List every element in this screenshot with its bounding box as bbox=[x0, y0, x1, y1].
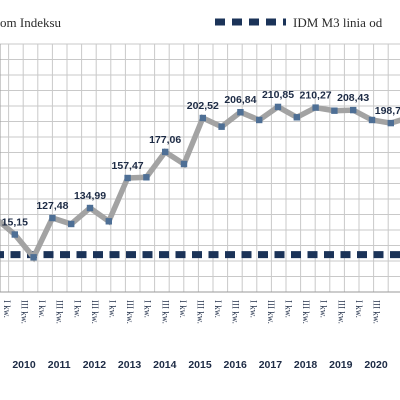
index-point bbox=[199, 114, 206, 122]
index-point bbox=[49, 214, 56, 222]
x-quarter-label: I kw. bbox=[319, 300, 329, 318]
x-year-label: 2018 bbox=[294, 359, 318, 371]
index-point bbox=[237, 109, 244, 116]
x-year-label: 2016 bbox=[224, 359, 248, 371]
x-year-label: 2013 bbox=[118, 359, 142, 371]
data-label: 208,43 bbox=[337, 92, 369, 104]
x-year-label: 2015 bbox=[188, 359, 212, 371]
x-year-label: 2014 bbox=[153, 359, 177, 371]
x-year-label: 2020 bbox=[364, 359, 388, 371]
x-year-label: 2012 bbox=[83, 359, 107, 371]
x-quarter-label: III kw. bbox=[160, 300, 170, 324]
data-label: 134,99 bbox=[74, 190, 106, 202]
data-label: 157,47 bbox=[112, 160, 144, 172]
index-point bbox=[124, 174, 131, 182]
index-point bbox=[105, 218, 112, 225]
data-label: 210,27 bbox=[300, 90, 332, 102]
x-quarter-label: I kw. bbox=[178, 300, 188, 318]
data-label: 127,48 bbox=[36, 200, 68, 212]
x-quarter-label: III kw. bbox=[301, 300, 311, 324]
x-year-label: 2017 bbox=[259, 359, 283, 371]
x-quarter-label: I kw. bbox=[284, 300, 294, 318]
x-year-label: 2010 bbox=[12, 359, 36, 371]
index-point bbox=[387, 119, 394, 127]
x-quarter-label: I kw. bbox=[108, 300, 118, 318]
x-quarter-label: III kw. bbox=[55, 300, 65, 324]
x-quarter-label: III kw. bbox=[20, 300, 30, 324]
index-point bbox=[368, 116, 376, 124]
index-point bbox=[350, 106, 357, 114]
data-label: 177,06 bbox=[149, 134, 181, 146]
x-quarter-label: III kw. bbox=[372, 300, 382, 324]
data-label: 206,84 bbox=[224, 94, 256, 106]
x-quarter-label: III kw. bbox=[336, 300, 346, 324]
index-point bbox=[11, 231, 18, 238]
x-quarter-label: III kw. bbox=[125, 300, 135, 324]
index-point bbox=[86, 204, 94, 212]
index-point bbox=[68, 220, 75, 228]
x-quarter-label: I kw. bbox=[354, 300, 364, 318]
data-labels: 15,15 127,48 134,99 157,47 177,06 202,52 206,8… bbox=[2, 89, 400, 229]
index-point bbox=[331, 107, 338, 114]
data-label: 15,15 bbox=[2, 216, 28, 228]
legend-label-index: om Indeksu bbox=[0, 15, 62, 30]
index-point bbox=[143, 174, 150, 181]
x-quarter-label: III kw. bbox=[266, 300, 276, 324]
index-point bbox=[293, 114, 300, 121]
x-quarter-label: I kw. bbox=[2, 300, 12, 318]
x-year-label: 2019 bbox=[329, 359, 353, 371]
index-point bbox=[218, 123, 225, 130]
index-point bbox=[30, 254, 37, 261]
index-line bbox=[0, 103, 400, 263]
x-quarter-label: I kw. bbox=[72, 300, 82, 318]
x-quarter-label: III kw. bbox=[90, 300, 100, 324]
x-quarter-label: III kw. bbox=[231, 300, 241, 324]
data-label: 202,52 bbox=[187, 100, 219, 112]
x-year-label: 2011 bbox=[48, 359, 71, 371]
x-quarter-label: I kw. bbox=[37, 300, 47, 318]
x-quarter-label: III kw. bbox=[196, 300, 206, 324]
x-quarter-label: I kw. bbox=[248, 300, 258, 318]
x-quarter-label: I kw. bbox=[143, 300, 153, 318]
x-axis: I kw. III kw. I kw. III kw. I kw. III kw. I kw… bbox=[2, 300, 388, 371]
x-quarter-label: I kw. bbox=[213, 300, 223, 318]
legend-label-idm: IDM M3 linia od bbox=[293, 15, 383, 30]
data-label: 210,85 bbox=[262, 89, 294, 101]
index-point bbox=[274, 103, 282, 111]
data-label: 198,70 bbox=[375, 105, 400, 117]
index-point bbox=[180, 160, 188, 168]
index-point bbox=[312, 104, 319, 111]
index-point bbox=[256, 116, 263, 124]
legend: om Indeksu IDM M3 linia od bbox=[0, 15, 383, 30]
index-series bbox=[0, 103, 400, 263]
index-point bbox=[162, 148, 169, 156]
